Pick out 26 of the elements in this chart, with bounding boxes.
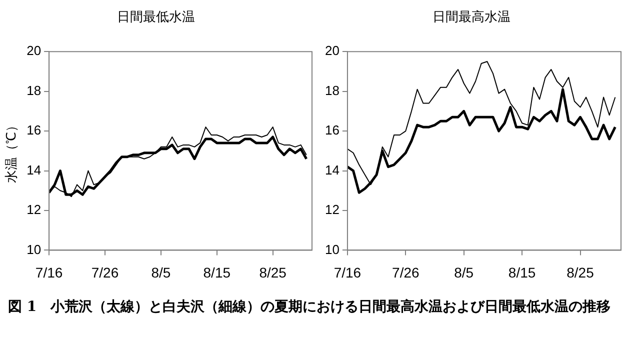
x-tick-label: 8/5 [454, 264, 474, 280]
y-tick-label: 18 [26, 82, 42, 98]
y-tick-label: 16 [26, 122, 42, 138]
chart-title: 日間最高水温 [432, 9, 510, 26]
y-axis-title: 水温（℃） [3, 118, 18, 183]
x-tick-label: 7/26 [392, 264, 420, 280]
caption: 図 1 小荒沢（太線）と白夫沢（細線）の夏期における日間最高水温および日間最低水温の推移 [8, 298, 612, 317]
y-tick-label: 14 [26, 162, 42, 178]
y-tick-label: 20 [324, 43, 340, 58]
y-tick-label: 20 [26, 43, 42, 58]
y-tick-label: 10 [26, 242, 42, 257]
x-tick-label: 8/15 [508, 264, 536, 280]
x-tick-label: 7/16 [334, 264, 362, 280]
x-tick-label: 7/16 [35, 264, 63, 280]
y-tick-label: 10 [324, 242, 340, 257]
y-tick-label: 12 [324, 202, 340, 218]
y-tick-label: 14 [324, 162, 340, 178]
chart-title: 日間最低水温 [117, 10, 195, 26]
y-tick-label: 16 [324, 122, 340, 138]
x-tick-label: 8/25 [259, 264, 287, 280]
x-tick-label: 7/26 [91, 264, 119, 280]
y-tick-label: 18 [324, 82, 340, 98]
y-tick-label: 12 [26, 202, 42, 218]
x-tick-label: 8/5 [151, 264, 171, 280]
x-tick-label: 8/25 [566, 264, 594, 280]
x-tick-label: 8/15 [203, 264, 231, 280]
